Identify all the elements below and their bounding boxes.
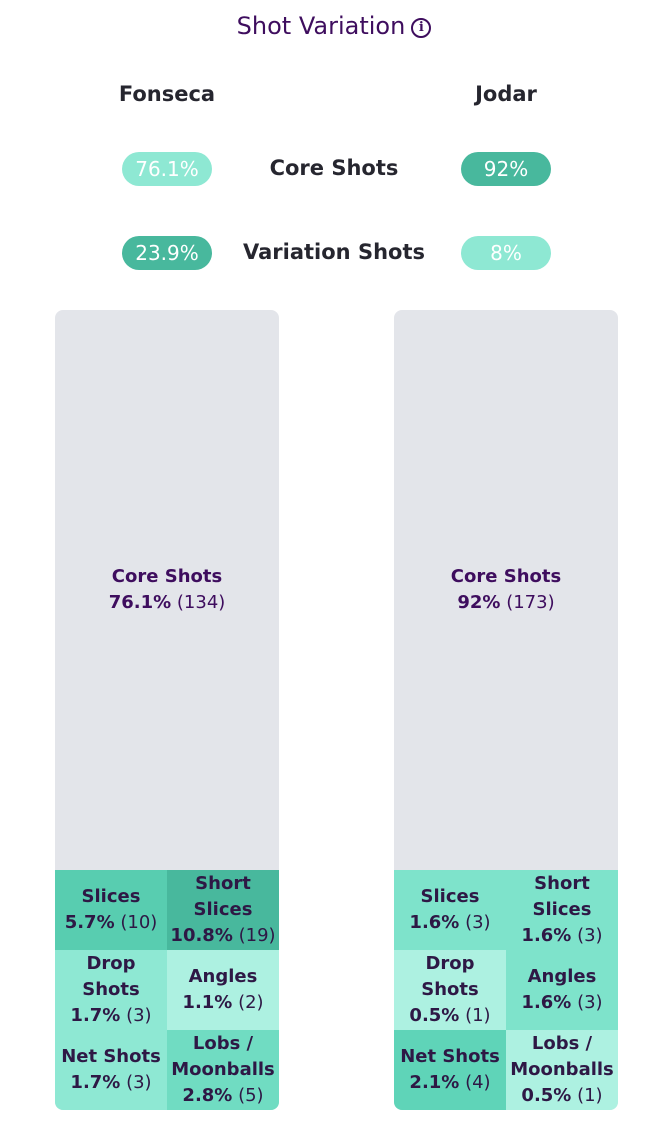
shot-cell-count: (3) <box>126 1005 152 1026</box>
shot-cell-label: Drop Shots <box>82 953 140 1000</box>
shot-cell-pct: 1.6% <box>521 925 572 946</box>
shot-cell-count: (3) <box>126 1072 152 1093</box>
shot-cell-angles[interactable]: Angles 1.6% (3) <box>506 950 618 1030</box>
shot-cell-angles[interactable]: Angles 1.1% (2) <box>167 950 279 1030</box>
title-text: Shot Variation <box>236 12 406 40</box>
shot-cell-label: Slices <box>81 886 141 907</box>
shot-cell-slices[interactable]: Slices 1.6% (3) <box>394 870 506 950</box>
shot-cell-pct: 2.8% <box>182 1085 233 1106</box>
shot-cell-label: Net Shots <box>400 1046 500 1067</box>
player-name-left: Fonseca <box>118 82 216 106</box>
shot-cell-pct: 1.7% <box>70 1005 121 1026</box>
shot-cell-net-shots[interactable]: Net Shots 2.1% (4) <box>394 1030 506 1110</box>
shot-cell-label: Short Slices <box>193 873 253 920</box>
core-shots-count: (134) <box>176 592 226 613</box>
shot-cell-count: (3) <box>577 925 603 946</box>
shot-cell-drop-shots[interactable]: Drop Shots 1.7% (3) <box>55 950 167 1030</box>
shot-cell-slices[interactable]: Slices 5.7% (10) <box>55 870 167 950</box>
shot-cell-count: (3) <box>465 912 491 933</box>
shot-cell-pct: 2.1% <box>409 1072 460 1093</box>
shot-cell-lobs-moonballs[interactable]: Lobs / Moonballs 2.8% (5) <box>167 1030 279 1110</box>
shot-cell-count: (1) <box>577 1085 603 1106</box>
variation-shots-label: Variation Shots <box>243 240 425 264</box>
player-name-right: Jodar <box>475 82 537 106</box>
core-shots-block[interactable]: Core Shots 76.1% (134) <box>55 310 279 870</box>
shot-cell-count: (5) <box>238 1085 264 1106</box>
shot-cell-pct: 10.8% <box>170 925 233 946</box>
info-icon[interactable]: i <box>411 18 432 38</box>
core-shots-label: Core Shots <box>269 156 399 180</box>
shot-cell-label: Angles <box>527 966 597 987</box>
shot-cell-pct: 5.7% <box>64 912 115 933</box>
shot-cell-count: (10) <box>120 912 158 933</box>
shot-cell-net-shots[interactable]: Net Shots 1.7% (3) <box>55 1030 167 1110</box>
shot-cell-count: (19) <box>238 925 276 946</box>
shot-cell-lobs-moonballs[interactable]: Lobs / Moonballs 0.5% (1) <box>506 1030 618 1110</box>
shot-cell-count: (2) <box>238 992 264 1013</box>
core-shots-pct: 76.1% <box>108 592 172 613</box>
shot-breakdown-panel-right: Core Shots 92% (173) Slices 1.6% (3) Sho… <box>394 310 618 1110</box>
shot-breakdown-panel-left: Core Shots 76.1% (134) Slices 5.7% (10) … <box>55 310 279 1110</box>
shot-cell-pct: 0.5% <box>409 1005 460 1026</box>
shot-cell-pct: 1.6% <box>521 992 572 1013</box>
core-shots-block-label: Core Shots <box>450 566 562 587</box>
core-shots-block-label: Core Shots <box>111 566 223 587</box>
shot-cell-label: Drop Shots <box>421 953 479 1000</box>
shot-cell-drop-shots[interactable]: Drop Shots 0.5% (1) <box>394 950 506 1030</box>
variation-shots-pill-left: 23.9% <box>122 236 212 270</box>
core-shots-pill-right: 92% <box>461 152 551 186</box>
section-title: Shot Variation i <box>0 12 668 40</box>
shot-cell-pct: 1.1% <box>182 992 233 1013</box>
shot-cell-count: (3) <box>577 992 603 1013</box>
shot-cell-label: Short Slices <box>532 873 592 920</box>
core-shots-count: (173) <box>506 592 555 613</box>
shot-cell-short-slices[interactable]: Short Slices 10.8% (19) <box>167 870 279 950</box>
shot-cell-label: Lobs / Moonballs <box>510 1033 614 1080</box>
shot-cell-count: (4) <box>465 1072 491 1093</box>
shot-cell-label: Slices <box>420 886 480 907</box>
core-shots-block[interactable]: Core Shots 92% (173) <box>394 310 618 870</box>
shot-cell-short-slices[interactable]: Short Slices 1.6% (3) <box>506 870 618 950</box>
shot-cell-pct: 0.5% <box>521 1085 572 1106</box>
core-shots-pill-left: 76.1% <box>122 152 212 186</box>
shot-cell-count: (1) <box>465 1005 491 1026</box>
shot-cell-label: Angles <box>188 966 258 987</box>
shot-cell-label: Net Shots <box>61 1046 161 1067</box>
shot-cell-pct: 1.7% <box>70 1072 121 1093</box>
shot-cell-pct: 1.6% <box>409 912 460 933</box>
shot-cell-label: Lobs / Moonballs <box>171 1033 275 1080</box>
variation-shots-pill-right: 8% <box>461 236 551 270</box>
core-shots-pct: 92% <box>457 592 501 613</box>
